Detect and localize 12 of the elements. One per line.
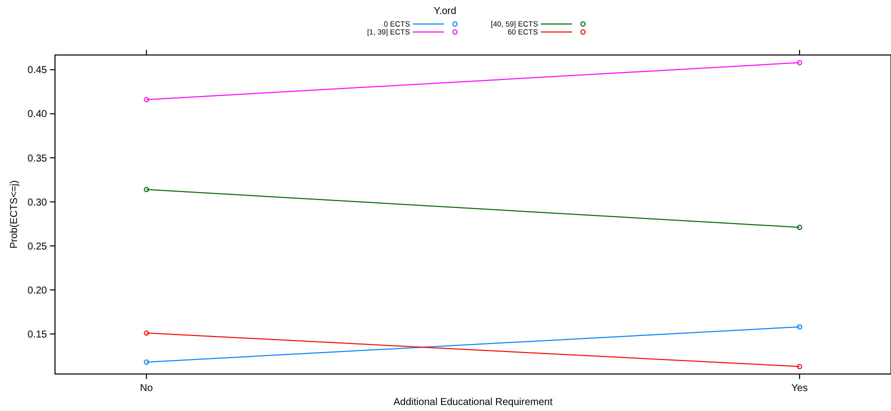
x-tick-label: Yes (791, 383, 808, 394)
y-tick-label: 0.40 (28, 109, 48, 120)
y-tick-label: 0.15 (28, 329, 48, 340)
y-tick-label: 0.20 (28, 285, 48, 296)
y-tick-label: 0.35 (28, 153, 48, 164)
y-tick-label: 0.30 (28, 197, 48, 208)
x-axis-title: Additional Educational Requirement (394, 397, 553, 408)
legend-title: Y.ord (434, 6, 456, 17)
y-tick-label: 0.25 (28, 241, 48, 252)
x-tick-label: No (140, 383, 154, 394)
y-tick-label: 0.45 (28, 65, 48, 76)
y-axis-title: Prob(ECTS<=j) (9, 180, 20, 249)
